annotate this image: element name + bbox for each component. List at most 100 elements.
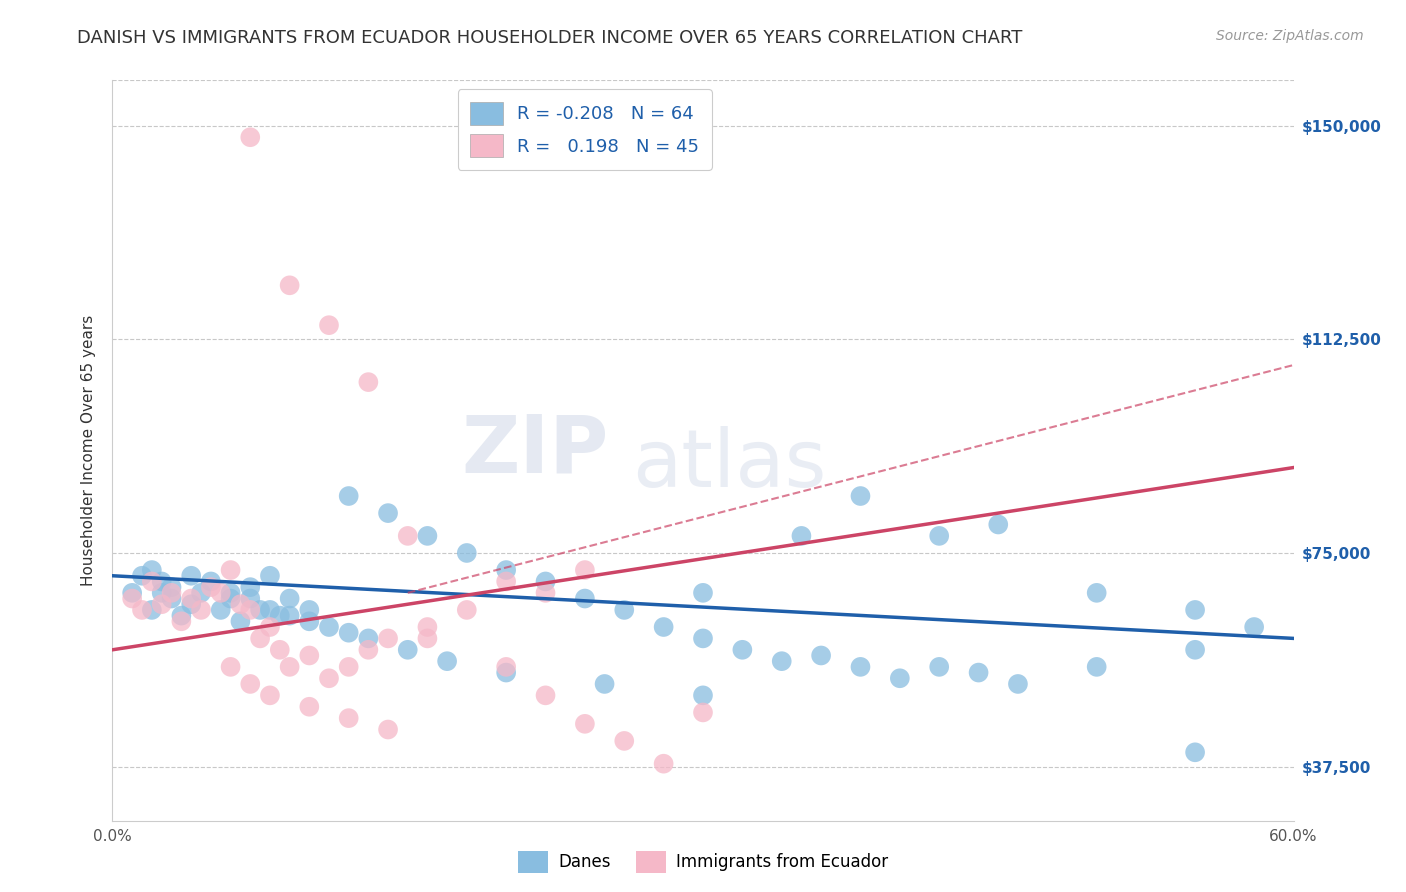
Point (436, 654, 458, 668)
Point (534, 586, 557, 600)
Point (170, 608, 193, 623)
Point (692, 706, 714, 720)
Point (141, 574, 163, 589)
Point (209, 603, 232, 617)
Text: ZIP: ZIP (461, 411, 609, 490)
Point (219, 586, 242, 600)
Point (456, 546, 478, 560)
Point (200, 580, 222, 594)
Point (239, 603, 262, 617)
Point (269, 608, 291, 623)
Point (249, 632, 271, 646)
Point (150, 586, 173, 600)
Point (278, 608, 301, 623)
Point (1184, 603, 1206, 617)
Point (337, 489, 360, 503)
Point (298, 648, 321, 663)
Point (160, 580, 183, 594)
Point (259, 603, 281, 617)
Point (150, 597, 173, 611)
Point (416, 632, 439, 646)
Point (692, 689, 714, 703)
Point (377, 506, 399, 520)
Point (652, 620, 675, 634)
Point (928, 529, 950, 543)
Y-axis label: Householder Income Over 65 years: Householder Income Over 65 years (80, 315, 96, 586)
Point (456, 603, 478, 617)
Legend: R = -0.208   N = 64, R =   0.198   N = 45: R = -0.208 N = 64, R = 0.198 N = 45 (458, 89, 711, 170)
Point (318, 318, 340, 333)
Point (495, 563, 517, 577)
Point (141, 603, 163, 617)
Point (692, 632, 714, 646)
Point (396, 529, 419, 543)
Point (574, 591, 596, 606)
Point (219, 660, 242, 674)
Point (160, 586, 183, 600)
Point (495, 665, 517, 680)
Point (170, 615, 193, 629)
Point (141, 563, 163, 577)
Point (495, 574, 517, 589)
Point (200, 574, 222, 589)
Point (1085, 660, 1108, 674)
Point (180, 568, 202, 582)
Point (337, 660, 360, 674)
Point (534, 574, 557, 589)
Point (534, 689, 557, 703)
Point (298, 603, 321, 617)
Point (357, 375, 380, 389)
Point (770, 654, 793, 668)
Point (278, 591, 301, 606)
Point (229, 615, 252, 629)
Point (131, 568, 153, 582)
Point (574, 563, 596, 577)
Point (298, 699, 321, 714)
Point (810, 648, 832, 663)
Point (298, 615, 321, 629)
Point (219, 563, 242, 577)
Text: Source: ZipAtlas.com: Source: ZipAtlas.com (1216, 29, 1364, 43)
Point (239, 130, 262, 145)
Point (121, 591, 143, 606)
Point (190, 603, 212, 617)
Point (495, 660, 517, 674)
Point (219, 591, 242, 606)
Point (377, 632, 399, 646)
Point (269, 642, 291, 657)
Point (121, 586, 143, 600)
Point (396, 642, 419, 657)
Text: atlas: atlas (633, 426, 827, 504)
Point (1184, 642, 1206, 657)
Point (593, 677, 616, 691)
Point (928, 660, 950, 674)
Point (416, 529, 439, 543)
Point (416, 620, 439, 634)
Point (849, 660, 872, 674)
Point (967, 665, 990, 680)
Point (357, 632, 380, 646)
Point (337, 711, 360, 725)
Point (377, 723, 399, 737)
Point (652, 756, 675, 771)
Point (259, 568, 281, 582)
Point (731, 642, 754, 657)
Point (209, 586, 232, 600)
Point (239, 580, 262, 594)
Point (1085, 586, 1108, 600)
Point (574, 716, 596, 731)
Point (249, 603, 271, 617)
Point (278, 278, 301, 293)
Point (987, 517, 1010, 532)
Point (160, 591, 183, 606)
Point (131, 603, 153, 617)
Point (1007, 677, 1029, 691)
Point (239, 591, 262, 606)
Point (692, 586, 714, 600)
Point (613, 603, 636, 617)
Point (318, 620, 340, 634)
Point (889, 671, 911, 685)
Point (613, 734, 636, 748)
Point (150, 574, 173, 589)
Point (180, 597, 202, 611)
